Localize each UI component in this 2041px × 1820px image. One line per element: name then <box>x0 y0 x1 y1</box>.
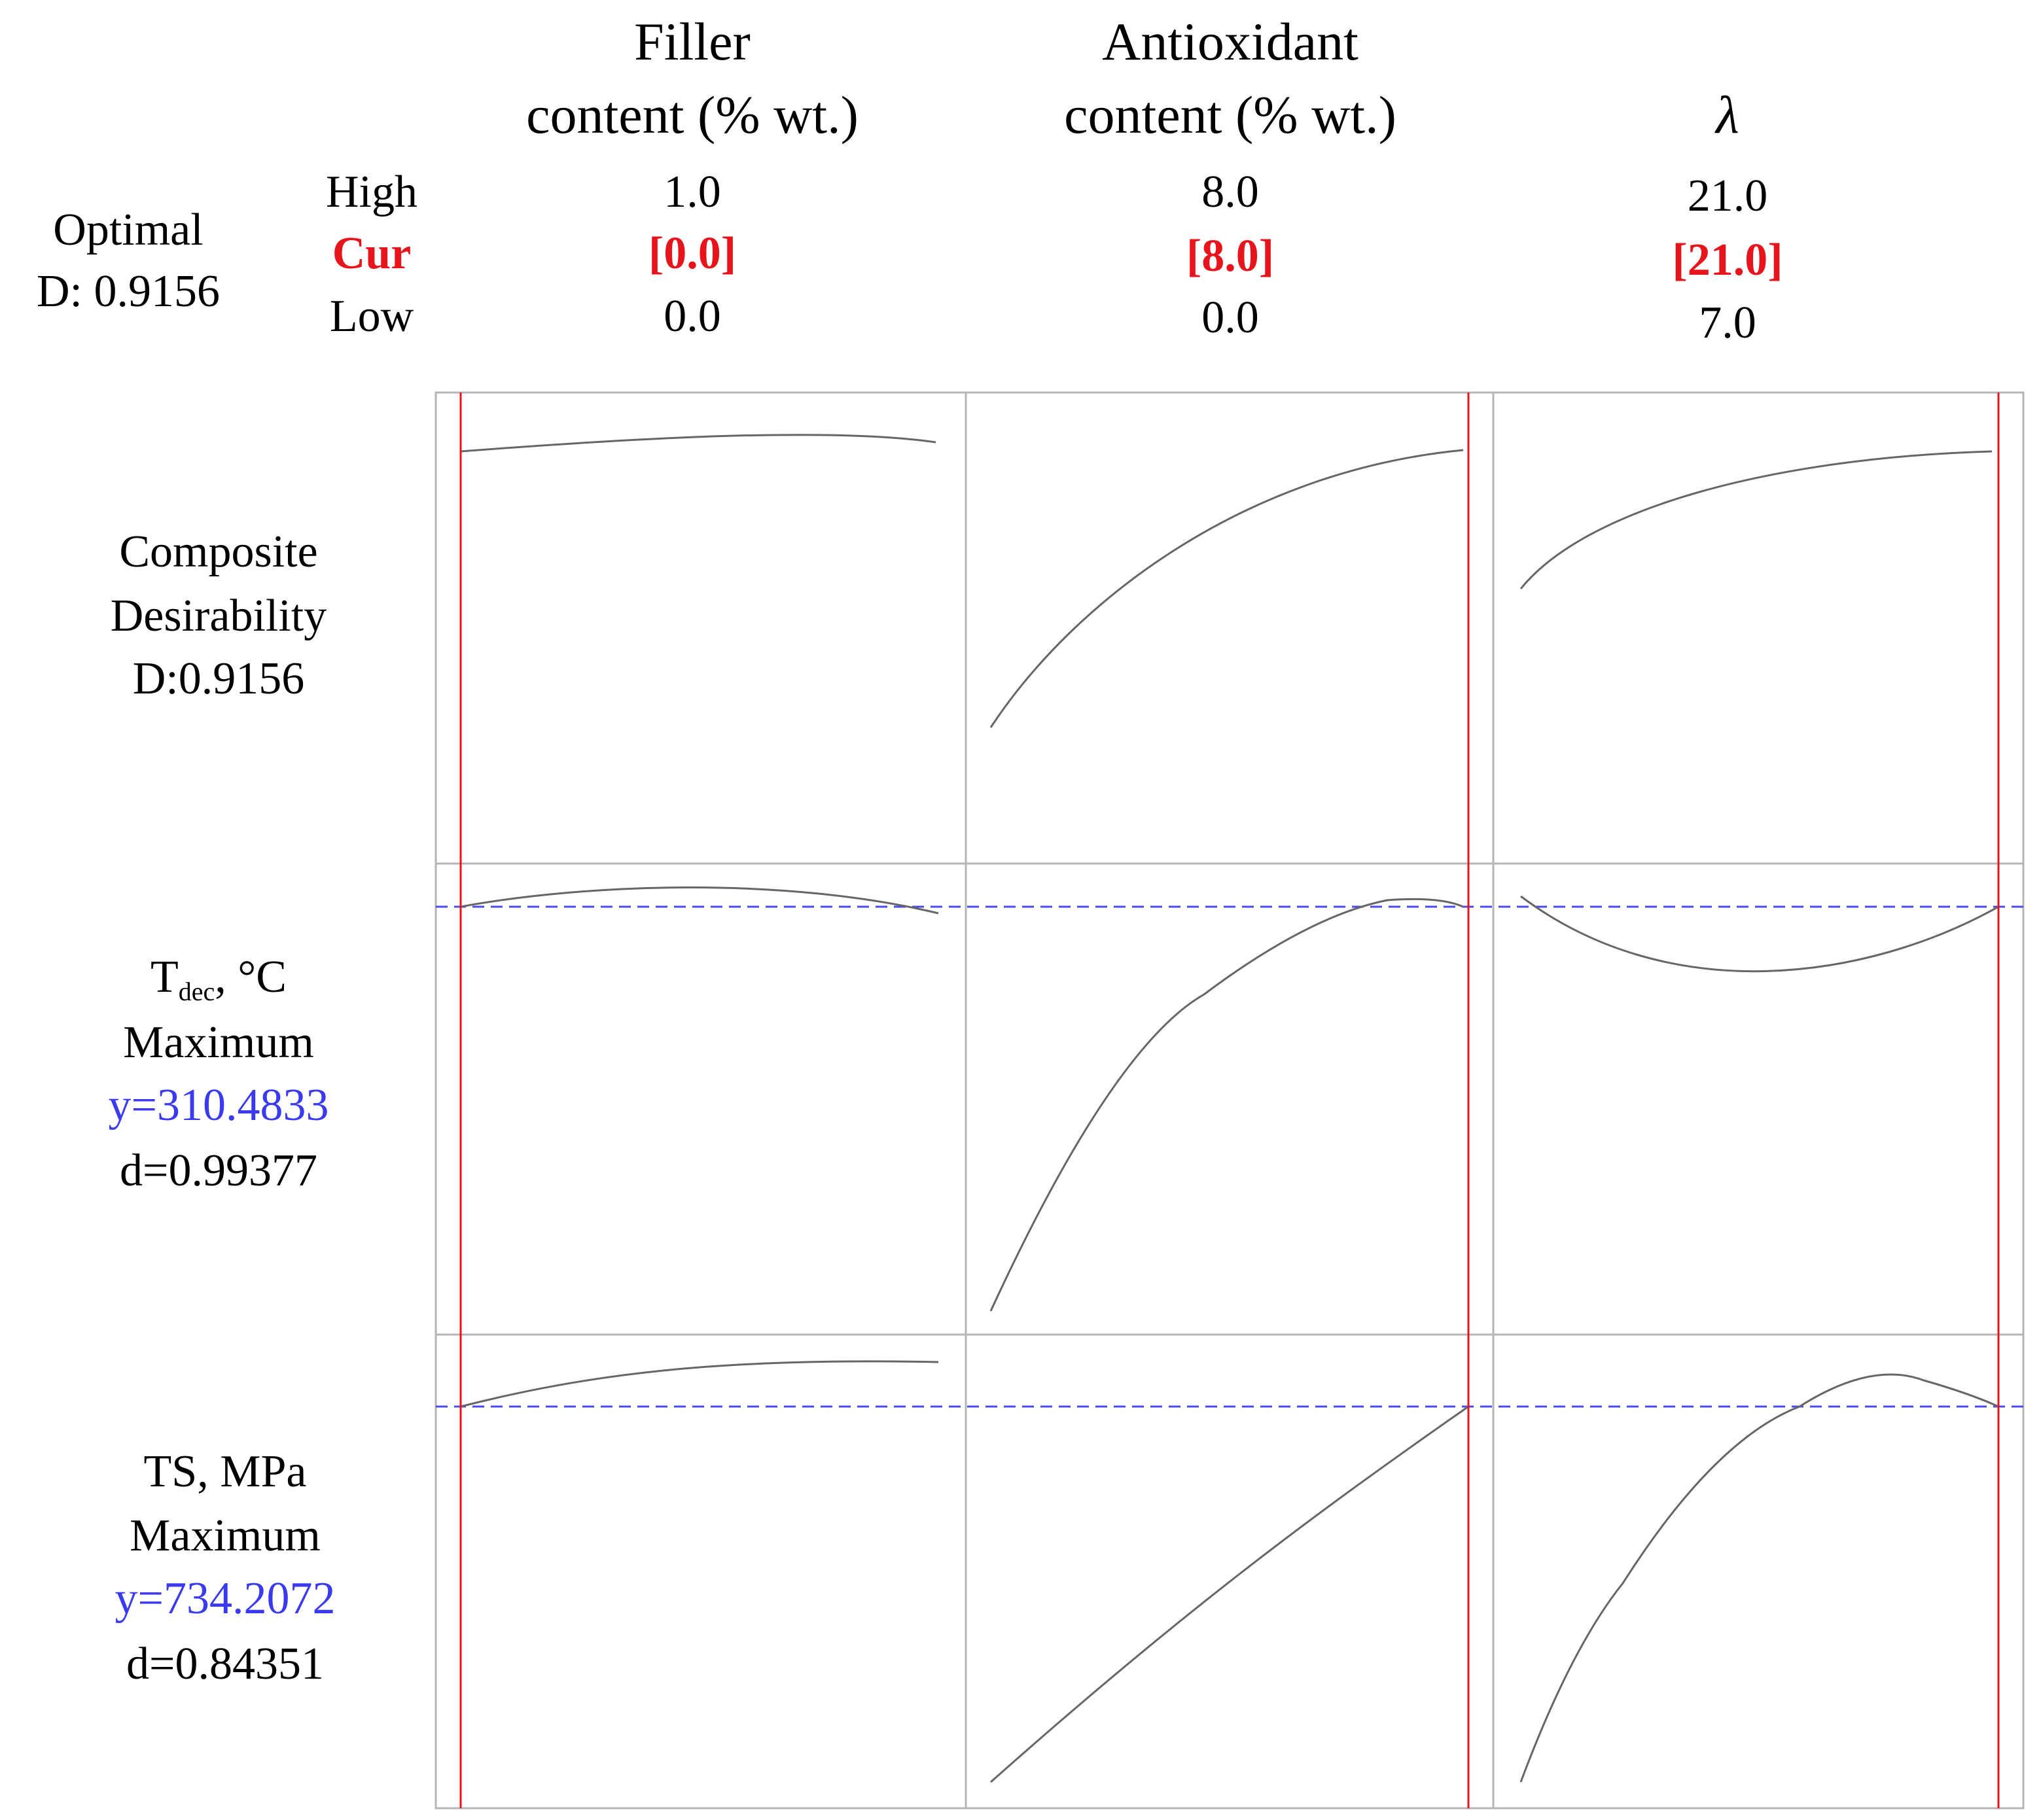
high-value: 8.0 <box>1201 167 1259 217</box>
current-value: [0.0] <box>648 228 736 279</box>
level-label: High <box>326 167 417 217</box>
response-label: D:0.9156 <box>133 654 305 704</box>
response-d: d=0.84351 <box>126 1639 324 1689</box>
low-value: 0.0 <box>1201 292 1259 343</box>
low-value: 7.0 <box>1699 298 1756 348</box>
response-subscript: dec <box>179 977 215 1006</box>
response-d: d=0.99377 <box>120 1146 317 1196</box>
response-curve <box>989 898 1464 1312</box>
panel-frame <box>435 391 2025 1810</box>
response-label: Composite <box>119 527 317 577</box>
response-name: TS, MPa <box>144 1446 307 1497</box>
high-value: 21.0 <box>1688 171 1768 221</box>
response-label: Desirability <box>111 591 327 641</box>
factor-name: Filler <box>634 12 751 71</box>
response-unit: , °C <box>215 952 287 1002</box>
response-curve <box>1519 450 1993 589</box>
response-name: T <box>151 952 179 1002</box>
response-curve <box>460 1360 939 1408</box>
level-label: Low <box>330 291 414 341</box>
current-value: [8.0] <box>1186 231 1274 281</box>
response-curve <box>1519 1373 1999 1783</box>
response-name: Tdec, °C <box>151 952 287 1006</box>
response-goal: Maximum <box>123 1017 314 1068</box>
response-goal: Maximum <box>130 1511 321 1561</box>
response-curve <box>1520 895 1999 973</box>
low-value: 0.0 <box>664 291 721 341</box>
factor-name: content (% wt.) <box>1064 85 1396 145</box>
level-label: Cur <box>332 228 412 279</box>
factor-name: Antioxidant <box>1102 12 1358 71</box>
response-curve <box>460 434 936 453</box>
current-value: [21.0] <box>1672 235 1783 285</box>
factor-name: λ <box>1714 85 1739 145</box>
response-y: y=310.4833 <box>109 1080 329 1130</box>
summary-d: D: 0.9156 <box>37 266 220 317</box>
response-curve <box>460 886 939 915</box>
response-curve <box>989 449 1464 728</box>
high-value: 1.0 <box>664 167 721 217</box>
response-y: y=734.2072 <box>115 1573 336 1624</box>
summary-label: Optimal <box>53 205 203 255</box>
factor-name: content (% wt.) <box>526 85 859 145</box>
response-curve <box>990 1405 1469 1783</box>
